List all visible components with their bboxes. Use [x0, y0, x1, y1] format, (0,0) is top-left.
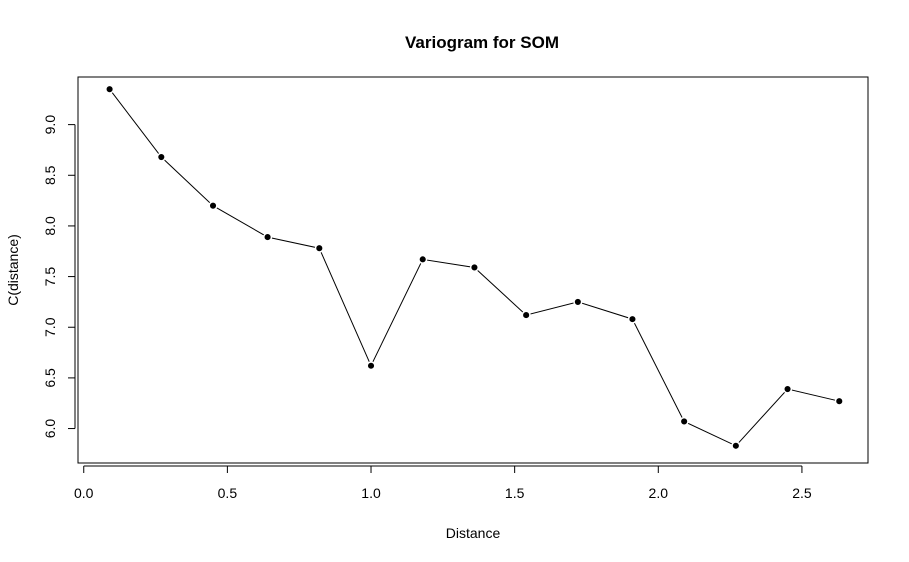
y-tick-label: 6.5: [42, 368, 58, 388]
y-tick-label: 8.0: [42, 216, 58, 236]
data-point: [783, 384, 793, 394]
data-point: [521, 310, 531, 320]
y-tick-label: 8.5: [42, 165, 58, 185]
data-point: [418, 254, 428, 264]
data-point: [573, 297, 583, 307]
y-axis: 6.0 6.5 7.0 7.5 8.0 8.5 9.0: [42, 115, 76, 439]
data-point: [469, 262, 479, 273]
y-axis-label: C(distance): [5, 234, 21, 306]
data-point: [208, 201, 218, 211]
data-point: [366, 361, 376, 371]
series-layer: [105, 84, 844, 451]
data-point: [314, 243, 324, 253]
y-tick-label: 7.0: [42, 317, 58, 337]
data-point: [627, 314, 637, 324]
data-point: [105, 84, 115, 94]
y-tick-label: 7.5: [42, 267, 58, 287]
y-tick-label: 9.0: [42, 115, 58, 135]
x-tick-label: 2.5: [792, 485, 812, 501]
x-tick-label: 2.0: [649, 485, 669, 501]
y-tick-label: 6.0: [42, 419, 58, 439]
data-point: [679, 416, 689, 427]
x-tick-label: 1.0: [361, 485, 381, 501]
chart-title: Variogram for SOM: [405, 33, 559, 52]
x-tick-label: 0.5: [218, 485, 238, 501]
data-point: [834, 396, 844, 406]
plot-area: [77, 76, 869, 464]
data-point: [263, 232, 273, 242]
data-point: [156, 152, 166, 162]
x-tick-label: 1.5: [505, 485, 525, 501]
x-tick-label: 0.0: [74, 485, 94, 501]
x-axis-label: Distance: [446, 525, 501, 541]
x-axis: 0.0 0.5 1.0 1.5 2.0 2.5: [74, 465, 812, 501]
data-point: [731, 441, 741, 451]
